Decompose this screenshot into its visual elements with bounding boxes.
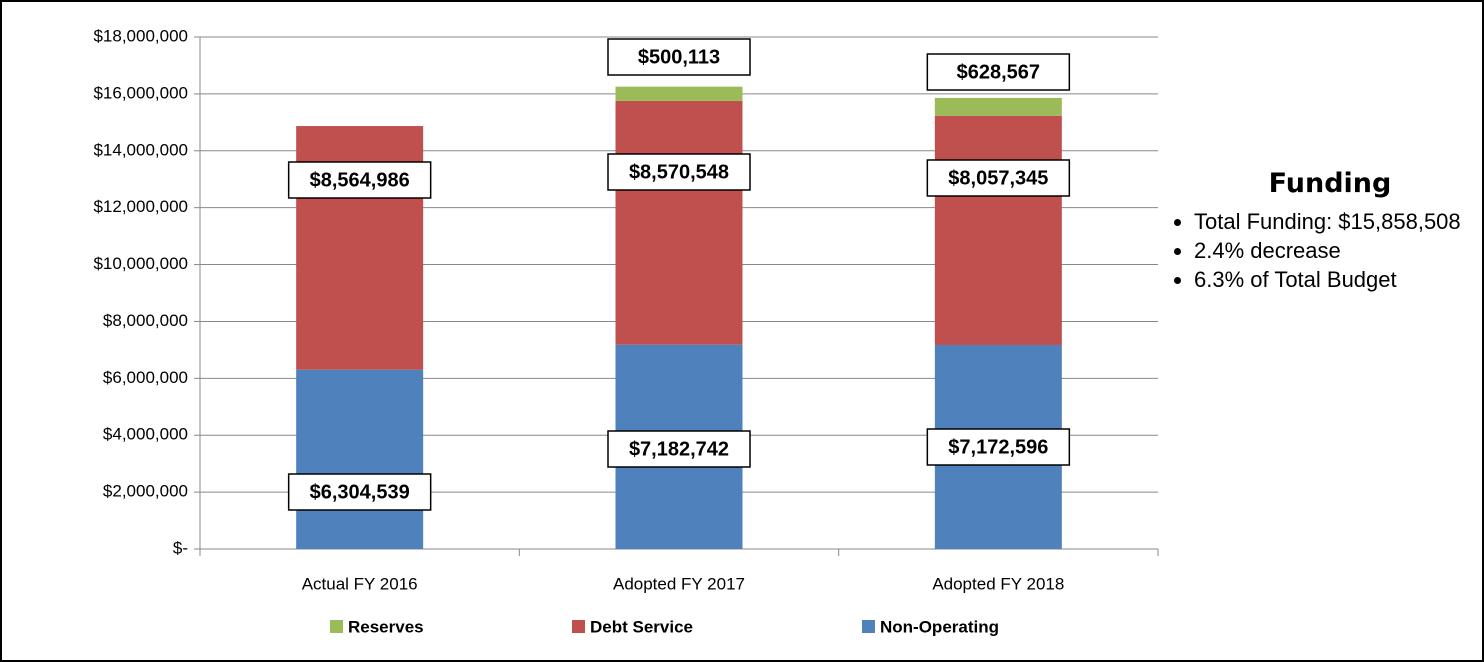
bar-segment: [934, 115, 1062, 345]
bullet-list: Total Funding: $15,858,508 2.4% decrease…: [1170, 207, 1470, 294]
value-label: $8,570,548: [629, 161, 729, 183]
label-box: [926, 159, 1071, 197]
legend-label: Non-Operating: [880, 617, 999, 636]
x-tick-label: Adopted FY 2017: [613, 574, 745, 593]
value-label: $628,567: [957, 61, 1040, 83]
legend-swatch: [330, 620, 343, 633]
value-label: $7,172,596: [948, 436, 1048, 458]
y-tick-label: $12,000,000: [93, 197, 188, 216]
x-tick-label: Actual FY 2016: [302, 574, 418, 593]
label-box: [926, 428, 1071, 466]
bullet: 6.3% of Total Budget: [1194, 265, 1470, 294]
y-tick-label: $2,000,000: [103, 482, 188, 501]
panel-title: Funding: [1268, 168, 1392, 199]
label-box: [607, 153, 751, 191]
value-label: $500,113: [638, 46, 720, 68]
label-box: [607, 430, 751, 468]
y-tick-label: $18,000,000: [93, 26, 188, 45]
label-box: [607, 38, 751, 76]
label-box: [287, 161, 432, 199]
y-tick-label: $8,000,000: [103, 311, 188, 330]
bar-segment: [934, 97, 1062, 116]
bullet: Total Funding: $15,858,508: [1194, 207, 1470, 236]
side-panel: Funding Total Funding: $15,858,508 2.4% …: [1170, 168, 1470, 294]
x-tick-label: Adopted FY 2018: [932, 574, 1064, 593]
y-tick-label: $4,000,000: [103, 425, 188, 444]
legend-swatch: [862, 620, 875, 633]
legend-label: Debt Service: [590, 617, 693, 636]
y-tick-label: $6,000,000: [103, 368, 188, 387]
label-box: [926, 53, 1071, 91]
bullet: 2.4% decrease: [1194, 236, 1470, 265]
value-label: $7,182,742: [629, 438, 729, 460]
value-label: $8,057,345: [948, 167, 1048, 189]
value-label: $8,564,986: [310, 169, 410, 191]
bar-segment: [615, 86, 743, 101]
legend-label: Reserves: [348, 617, 424, 636]
y-tick-label: $16,000,000: [93, 83, 188, 102]
value-label: $6,304,539: [310, 481, 410, 503]
legend-swatch: [572, 620, 585, 633]
bar-segment: [615, 100, 743, 345]
y-tick-label: $10,000,000: [93, 254, 188, 273]
label-box: [287, 473, 432, 511]
y-tick-label: $-: [173, 538, 188, 557]
y-tick-label: $14,000,000: [93, 140, 188, 159]
bar-segment: [296, 369, 424, 549]
